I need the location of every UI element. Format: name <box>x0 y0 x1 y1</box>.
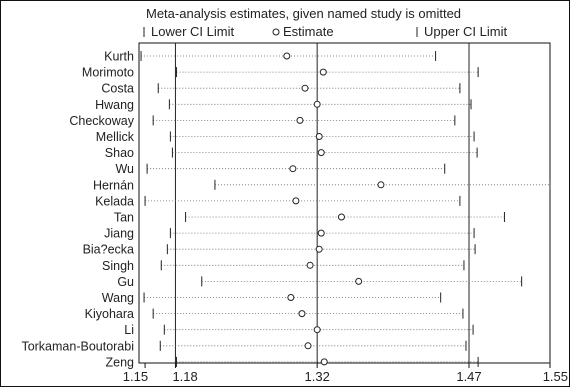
study-row: Tan <box>114 211 505 225</box>
study-label: Checkoway <box>69 114 134 128</box>
study-row: Checkoway <box>69 114 456 128</box>
estimate-marker <box>292 197 300 205</box>
study-row: Wu <box>115 162 446 176</box>
estimate-marker <box>283 52 291 60</box>
study-label: Zeng <box>106 355 135 369</box>
study-row: Costa <box>101 82 461 96</box>
study-rows: Kurth Morimoto Costa Hwang Checkoway Mellick S… <box>21 50 551 369</box>
study-label: Wang <box>102 291 134 305</box>
estimate-marker <box>298 310 306 318</box>
study-row: Hernán <box>93 178 551 192</box>
estimate-marker <box>296 116 304 124</box>
study-label: Singh <box>102 259 134 273</box>
study-label: Wu <box>115 162 134 176</box>
estimate-marker <box>377 181 385 189</box>
plot-area: Kurth Morimoto Costa Hwang Checkoway Mellick S… <box>21 42 568 384</box>
study-row: Gu <box>117 275 523 289</box>
study-row: Hwang <box>95 98 472 112</box>
plot-area-border <box>138 42 551 364</box>
legend-upper-label: Upper CI Limit <box>424 24 507 39</box>
study-label: Hwang <box>95 98 134 112</box>
estimate-marker <box>317 149 325 157</box>
study-row: Jiang <box>104 227 475 241</box>
study-label: Morimoto <box>82 66 134 80</box>
estimate-marker <box>313 326 321 334</box>
study-label: Kurth <box>104 50 134 64</box>
study-label: Jiang <box>104 227 134 241</box>
estimate-marker <box>319 68 327 76</box>
legend-estimate-label: Estimate <box>283 24 334 39</box>
study-label: Mellick <box>96 130 135 144</box>
study-row: Morimoto <box>82 66 479 80</box>
study-row: Mellick <box>96 130 475 144</box>
study-label: Li <box>124 323 134 337</box>
estimate-marker <box>306 261 314 269</box>
study-row: Zeng <box>106 355 479 369</box>
estimate-marker <box>289 165 297 173</box>
x-tick-label: 1.55 <box>543 369 568 384</box>
study-row: Singh <box>102 259 465 273</box>
estimate-marker <box>317 229 325 237</box>
estimate-marker <box>315 133 323 140</box>
legend-lower-label: Lower CI Limit <box>151 24 234 39</box>
study-label: Gu <box>117 275 134 289</box>
estimate-marker <box>320 358 328 366</box>
study-label: Bia?ecka <box>83 243 134 257</box>
x-tick-label: 1.32 <box>305 369 330 384</box>
x-tick-label: 1.47 <box>456 369 481 384</box>
chart-title: Meta-analysis estimates, given named stu… <box>146 6 461 21</box>
estimate-marker <box>355 277 363 285</box>
study-row: Kiyohara <box>85 307 464 321</box>
x-axis: 1.15 1.18 1.32 1.47 1.55 <box>123 363 568 384</box>
reference-lines <box>174 43 470 363</box>
study-row: Bia?ecka <box>83 243 476 257</box>
estimate-marker <box>315 245 323 253</box>
study-label: Shao <box>105 146 134 160</box>
study-row: Kelada <box>95 194 461 208</box>
study-label: Kiyohara <box>85 307 134 321</box>
estimate-marker <box>301 84 309 92</box>
legend-estimate-marker <box>272 28 280 36</box>
study-label: Hernán <box>93 178 134 192</box>
study-label: Kelada <box>95 194 134 208</box>
study-label: Costa <box>101 82 134 96</box>
study-row: Wang <box>102 291 442 305</box>
estimate-marker <box>304 342 312 350</box>
x-tick-label: 1.15 <box>123 369 148 384</box>
study-label: Tan <box>114 211 134 225</box>
study-row: Shao <box>105 146 478 160</box>
legend: Lower CI Limit Estimate Upper CI Limit <box>143 24 507 39</box>
estimate-marker <box>337 213 345 221</box>
x-tick-label: 1.18 <box>172 369 197 384</box>
study-label: Torkaman-Boutorabi <box>21 339 134 353</box>
estimate-marker <box>313 100 321 108</box>
study-row: Li <box>124 323 474 337</box>
estimate-marker <box>287 294 295 301</box>
study-row: Torkaman-Boutorabi <box>21 339 467 353</box>
study-row: Kurth <box>104 50 437 64</box>
